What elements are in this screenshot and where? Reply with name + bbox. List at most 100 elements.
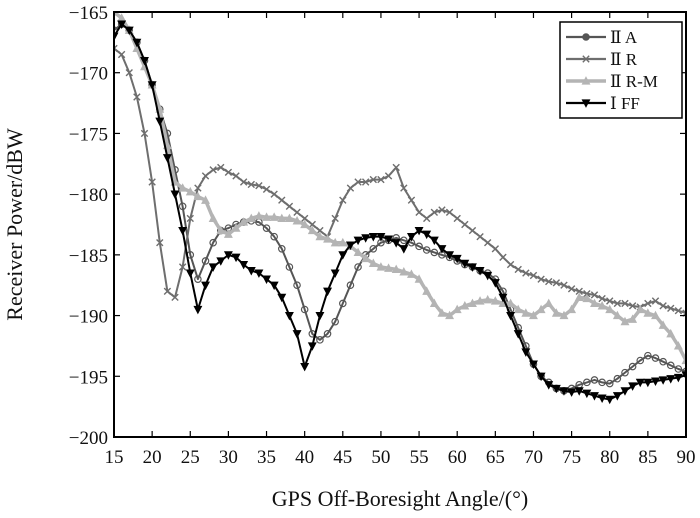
data-point <box>269 281 279 291</box>
data-point <box>399 267 409 276</box>
data-point <box>407 196 416 204</box>
x-axis-label: GPS Off-Boresight Angle/(°) <box>272 486 529 511</box>
data-point <box>148 178 156 186</box>
data-point <box>506 298 516 308</box>
data-point <box>468 226 477 235</box>
data-point <box>338 251 348 260</box>
data-point <box>300 219 310 229</box>
data-point <box>475 267 485 276</box>
data-point <box>628 302 637 310</box>
data-point <box>659 357 667 366</box>
data-point <box>330 237 340 247</box>
data-point <box>551 308 561 317</box>
data-point <box>667 304 675 312</box>
data-point <box>293 208 301 217</box>
data-point <box>567 285 576 293</box>
data-point <box>284 213 294 223</box>
data-point <box>567 388 577 397</box>
data-point <box>574 292 584 301</box>
data-point <box>354 178 362 186</box>
data-point <box>308 220 316 229</box>
data-point <box>376 262 386 271</box>
data-point <box>491 245 500 253</box>
data-point <box>445 251 455 260</box>
data-point <box>178 263 187 271</box>
data-point <box>193 305 203 315</box>
data-point <box>339 196 347 204</box>
data-point <box>636 356 645 365</box>
data-point <box>490 296 500 305</box>
x-tick-label: 75 <box>562 447 581 468</box>
data-point <box>575 287 583 295</box>
data-point <box>209 166 217 174</box>
data-point <box>155 117 165 127</box>
data-point <box>430 208 439 217</box>
data-point <box>117 20 127 29</box>
data-point <box>415 242 423 251</box>
data-point <box>490 279 500 288</box>
x-tick-label: 55 <box>410 447 429 468</box>
data-point <box>125 69 133 77</box>
data-point <box>239 260 249 270</box>
data-point <box>284 311 294 321</box>
data-point <box>262 224 271 232</box>
series-1 <box>114 44 686 317</box>
data-point <box>399 245 409 254</box>
series-line <box>114 12 686 362</box>
data-point <box>208 263 218 272</box>
data-point <box>598 294 606 303</box>
data-point <box>590 291 599 299</box>
data-point <box>651 354 660 362</box>
data-point <box>506 311 516 321</box>
data-point <box>140 129 149 138</box>
data-point <box>582 293 592 303</box>
data-point <box>392 163 400 172</box>
data-point <box>467 298 477 308</box>
data-point <box>377 175 385 184</box>
data-point <box>658 376 668 385</box>
data-point <box>162 154 172 163</box>
data-point <box>583 290 591 298</box>
data-point <box>620 316 630 326</box>
data-point <box>536 372 546 382</box>
data-point <box>231 223 241 232</box>
data-point <box>476 232 484 241</box>
data-point <box>415 208 423 217</box>
x-tick-label: 80 <box>600 447 619 468</box>
legend: Ⅱ A Ⅱ R Ⅱ R-M Ⅰ FF <box>559 21 683 119</box>
data-point <box>147 81 157 90</box>
data-point <box>521 308 531 317</box>
data-point <box>414 274 424 283</box>
plot-frame <box>113 11 687 438</box>
data-point <box>453 214 461 223</box>
data-point <box>628 362 637 371</box>
data-point <box>422 286 432 295</box>
data-point <box>285 263 294 271</box>
data-point <box>483 294 493 304</box>
data-point <box>666 328 676 338</box>
data-point <box>300 305 309 314</box>
data-point <box>300 362 310 372</box>
data-point <box>560 281 568 289</box>
data-point <box>460 301 470 310</box>
x-tick-label: 20 <box>143 447 162 468</box>
data-point <box>208 213 218 223</box>
data-point <box>193 191 203 201</box>
y-tick-label: −175 <box>69 124 108 145</box>
data-point <box>376 233 386 242</box>
y-tick-label: −185 <box>69 246 108 267</box>
data-point <box>338 299 347 308</box>
data-point <box>635 304 645 314</box>
data-point <box>422 230 432 240</box>
data-point <box>292 330 302 339</box>
data-point <box>269 212 279 221</box>
data-point <box>239 178 248 186</box>
data-point <box>582 33 590 41</box>
data-point <box>133 93 141 101</box>
x-tick-label: 50 <box>371 447 390 468</box>
data-point <box>437 245 447 254</box>
data-point <box>140 56 149 66</box>
data-point <box>499 253 507 261</box>
data-point <box>201 257 210 265</box>
data-point <box>452 304 462 314</box>
